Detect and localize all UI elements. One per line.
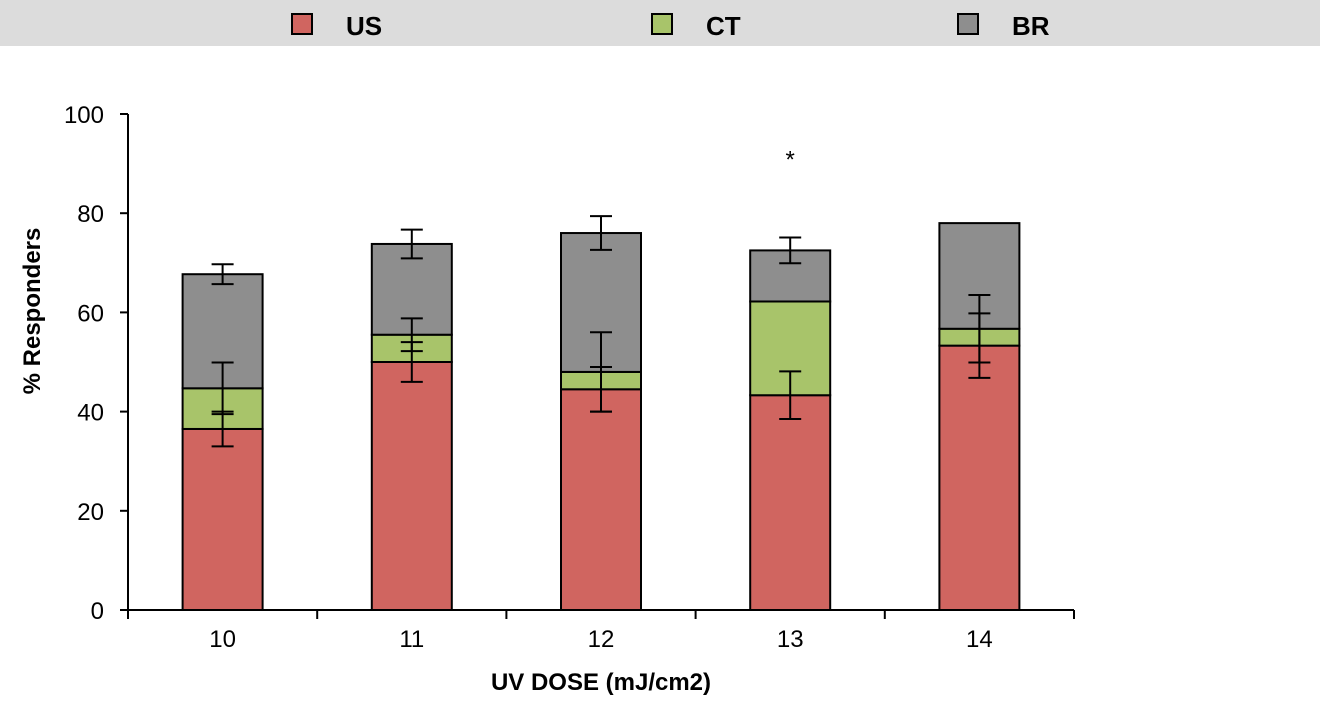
x-tick-label: 13 (777, 626, 804, 653)
legend-label-br: BR (1012, 11, 1050, 41)
axes (127, 114, 1074, 611)
x-tick-label: 11 (399, 626, 424, 653)
bar-us-13 (749, 394, 832, 611)
y-axis-title: % Responders (19, 228, 46, 395)
error-bars (211, 215, 991, 448)
x-ticks: 10 11 12 13 14 (127, 610, 1075, 653)
y-tick-label: 40 (77, 400, 104, 427)
legend-label-us: US (346, 11, 382, 41)
legend-swatch-br (957, 13, 979, 35)
y-ticks: 0 20 40 60 80 100 (64, 102, 128, 625)
bar-us-14 (938, 344, 1021, 611)
legend-label-ct: CT (706, 11, 741, 41)
legend: US CT BR (291, 11, 1050, 41)
y-tick-label: 80 (77, 201, 104, 228)
annotations: * (786, 147, 795, 174)
y-tick-label: 100 (64, 102, 104, 129)
x-tick-label: 14 (966, 626, 993, 653)
bar-us-10 (181, 427, 264, 611)
legend-swatch-ct (651, 13, 673, 35)
y-tick-label: 20 (77, 499, 104, 526)
bars (181, 222, 1021, 611)
y-tick-label: 0 (91, 598, 104, 625)
x-axis-title: UV DOSE (mJ/cm2) (491, 669, 711, 696)
bar-us-12 (560, 388, 642, 611)
x-tick-label: 12 (588, 626, 615, 653)
significance-marker: * (786, 147, 795, 174)
x-tick-label: 10 (209, 626, 236, 653)
y-tick-label: 60 (77, 300, 104, 327)
legend-swatch-us (291, 13, 313, 35)
bar-us-11 (370, 361, 453, 611)
